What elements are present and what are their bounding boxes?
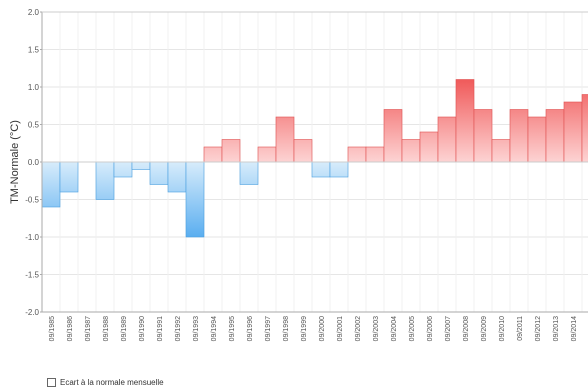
bar-09-2008[interactable]	[455, 79, 475, 163]
x-tick-label: 09/2007	[445, 316, 452, 341]
x-tick-label: 09/2014	[571, 316, 578, 341]
x-tick-label: 09/1991	[157, 316, 164, 341]
bar-09-2011[interactable]	[509, 109, 529, 163]
y-tick-label: -2.0	[25, 308, 39, 317]
x-tick-label: 09/2000	[319, 316, 326, 341]
bar-09-1993[interactable]	[185, 161, 205, 238]
bar-09-1992[interactable]	[167, 161, 187, 193]
x-tick-label: 09/2008	[463, 316, 470, 341]
y-tick-labels: 2.0 1.5 1.0 0.5 0.0 -0.5 -1.0 -1.5 -2.0	[25, 8, 42, 317]
x-tick-label: 09/2009	[481, 316, 488, 341]
bar-09-2009[interactable]	[473, 109, 493, 163]
x-tick-label: 09/2004	[391, 316, 398, 341]
legend-label: Ecart à la normale mensuelle	[60, 378, 164, 387]
x-tick-label: 09/1989	[121, 316, 128, 341]
x-tick-label: 09/2010	[499, 316, 506, 341]
bar-09-2012[interactable]	[527, 116, 547, 163]
bar-09-2013[interactable]	[545, 109, 565, 163]
y-tick-label: -1.0	[25, 233, 39, 242]
bar-09-2003[interactable]	[365, 146, 385, 163]
bar-09-1997[interactable]	[257, 146, 277, 163]
x-tick-label: 09/1986	[67, 316, 74, 341]
legend[interactable]: Ecart à la normale mensuelle	[47, 378, 164, 387]
bar-09-1991[interactable]	[149, 161, 169, 185]
bar-09-1990[interactable]	[131, 161, 151, 170]
legend-checkbox[interactable]	[47, 378, 56, 387]
x-tick-label: 09/1995	[229, 316, 236, 341]
bar-09-1998[interactable]	[275, 116, 295, 163]
bar-09-1994[interactable]	[203, 146, 223, 163]
bar-09-2000[interactable]	[311, 161, 331, 178]
x-tick-label: 09/1998	[283, 316, 290, 341]
chart-bars	[41, 79, 588, 238]
x-tick-label: 09/1992	[175, 316, 182, 341]
bar-09-2004[interactable]	[383, 109, 403, 163]
bar-09-2002[interactable]	[347, 146, 367, 163]
bar-09-2005[interactable]	[401, 139, 421, 163]
x-tick-label: 09/2012	[535, 316, 542, 341]
bar-09-2015[interactable]	[581, 94, 588, 163]
x-tick-label: 09/1993	[193, 316, 200, 341]
x-tick-label: 09/2013	[553, 316, 560, 341]
y-tick-label: 2.0	[28, 8, 40, 17]
y-tick-label: 1.0	[28, 83, 40, 92]
y-tick-label: 0.0	[28, 158, 40, 167]
x-tick-label: 09/2005	[409, 316, 416, 341]
bar-09-1985[interactable]	[41, 161, 61, 208]
bar-09-2006[interactable]	[419, 131, 439, 163]
x-tick-label: 09/1988	[103, 316, 110, 341]
y-tick-label: 1.5	[28, 46, 40, 55]
y-axis-label: TM-Normale (°C)	[9, 120, 21, 204]
x-tick-label: 09/1985	[49, 316, 56, 341]
y-tick-label: -1.5	[25, 271, 39, 280]
x-tick-label: 09/1994	[211, 316, 218, 341]
y-tick-label: 0.5	[28, 121, 40, 130]
bar-09-1999[interactable]	[293, 139, 313, 163]
x-tick-label: 09/2006	[427, 316, 434, 341]
x-tick-label: 09/2011	[517, 316, 524, 341]
x-tick-label: 09/1997	[265, 316, 272, 341]
x-tick-labels: 09/1985 09/1986 09/1987 09/1988 09/1989 09/19…	[49, 316, 578, 341]
x-tick-label: 09/1996	[247, 316, 254, 341]
x-tick-label: 09/2003	[373, 316, 380, 341]
bar-09-2007[interactable]	[437, 116, 457, 163]
bar-09-1989[interactable]	[113, 161, 133, 178]
x-tick-label: 09/2002	[355, 316, 362, 341]
x-tick-label: 09/1987	[85, 316, 92, 341]
bar-09-1988[interactable]	[95, 161, 115, 200]
bar-09-2010[interactable]	[491, 139, 511, 163]
x-tick-label: 09/2001	[337, 316, 344, 341]
x-tick-label: 09/1999	[301, 316, 308, 341]
x-tick-label: 09/1990	[139, 316, 146, 341]
bar-09-1996[interactable]	[239, 161, 259, 185]
chart-axes	[41, 11, 588, 313]
bar-09-1986[interactable]	[59, 161, 79, 193]
bar-09-2001[interactable]	[329, 161, 349, 178]
bar-09-2014[interactable]	[563, 101, 583, 163]
y-tick-label: -0.5	[25, 196, 39, 205]
bar-09-1995[interactable]	[221, 139, 241, 163]
